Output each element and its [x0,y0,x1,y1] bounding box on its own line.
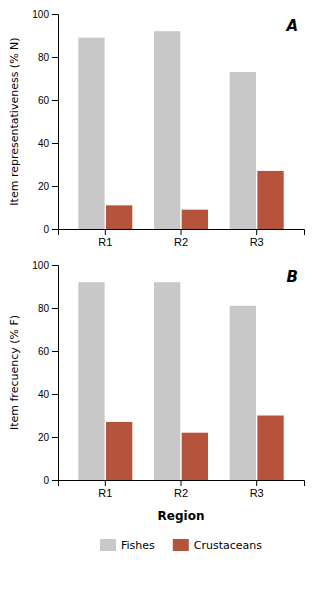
bar [230,72,256,229]
tick-label: 80 [38,303,50,314]
bar [230,306,256,480]
axis-line [59,481,305,487]
legend-item: Fishes [100,539,155,552]
tick-label: 40 [38,389,50,400]
x-tick: R2 [174,229,188,248]
legend-label: Fishes [121,539,155,552]
tick-label: 60 [38,346,50,357]
panel-label: A [285,17,298,35]
bar [106,422,132,480]
tick-mark [181,480,182,486]
tick-mark [52,57,58,58]
y-tick: 80 [38,303,58,314]
tick-mark [181,229,182,235]
bar [78,282,104,480]
tick-label: R3 [250,236,264,248]
tick-mark [52,394,58,395]
legend-item: Crustaceans [173,539,262,552]
legend-swatch [100,539,116,551]
tick-label: 100 [32,260,49,271]
panel: 0 20 40 60 80 100 R1 R2 R3 A Item representativene… [8,9,305,248]
tick-label: R2 [174,236,188,248]
x-axis: R1 R2 R3 [59,480,305,499]
x-tick: R1 [98,229,112,248]
panel: 0 20 40 60 80 100 R1 R2 R3 B Item frecuency (% F) R… [8,260,305,523]
tick-label: R3 [250,487,264,499]
y-tick: 100 [32,9,58,20]
legend-label: Crustaceans [194,539,262,552]
tick-mark [52,265,58,266]
y-tick: 20 [38,432,58,443]
tick-mark [52,308,58,309]
tick-label: 60 [38,95,50,106]
x-tick: R3 [250,229,264,248]
x-tick: R3 [250,480,264,499]
tick-label: 100 [32,9,49,20]
bar [78,38,104,229]
legend-swatch [173,539,189,551]
y-axis: 0 20 40 60 80 100 [32,9,58,235]
tick-mark [52,143,58,144]
y-tick: 60 [38,346,58,357]
tick-mark [256,229,257,235]
x-axis-title: Region [158,509,205,523]
tick-mark [52,14,58,15]
y-axis-title: Item representativeness (% N) [8,37,21,205]
x-tick: R2 [174,480,188,499]
y-tick: 40 [38,138,58,149]
y-tick: 40 [38,389,58,400]
y-tick: 80 [38,52,58,63]
bar [257,416,283,481]
tick-mark [52,229,58,230]
bars [78,282,283,480]
tick-mark [105,480,106,486]
tick-mark [52,100,58,101]
chart: 0 20 40 60 80 100 R1 R2 R3 A Item representativene… [0,0,316,600]
tick-label: 40 [38,138,50,149]
axis-line [52,15,59,230]
y-axis: 0 20 40 60 80 100 [32,260,58,486]
tick-label: 20 [38,181,50,192]
y-tick: 100 [32,260,58,271]
tick-mark [52,351,58,352]
tick-mark [105,229,106,235]
x-tick: R1 [98,480,112,499]
tick-label: 0 [43,224,49,235]
y-axis-title: Item frecuency (% F) [8,315,21,430]
axis-line [52,266,59,481]
bar [154,31,180,229]
tick-label: 0 [43,475,49,486]
tick-label: R1 [98,236,112,248]
x-axis: R1 R2 R3 [59,229,305,248]
bar [182,210,208,229]
tick-label: 80 [38,52,50,63]
tick-label: R1 [98,487,112,499]
y-tick: 0 [43,224,58,235]
axis-line [59,230,305,236]
tick-label: 20 [38,432,50,443]
panel-label: B [287,268,298,286]
bar [154,282,180,480]
bars [78,31,283,229]
bar [182,433,208,480]
legend: Fishes Crustaceans [100,539,262,552]
tick-mark [52,186,58,187]
tick-mark [52,437,58,438]
tick-mark [256,480,257,486]
y-tick: 0 [43,475,58,486]
tick-label: R2 [174,487,188,499]
y-tick: 60 [38,95,58,106]
bar [106,205,132,229]
tick-mark [52,480,58,481]
y-tick: 20 [38,181,58,192]
bar [257,171,283,229]
